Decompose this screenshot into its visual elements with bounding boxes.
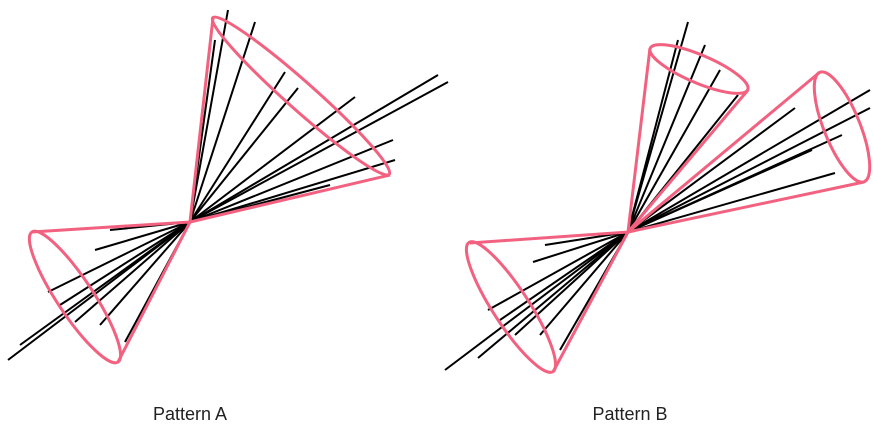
pattern-b [445,22,873,381]
cones [454,35,873,381]
rays [8,10,448,360]
pattern-a [8,7,448,372]
pattern-label: Pattern B [592,404,667,424]
cones [17,7,399,372]
pattern-label: Pattern A [153,404,227,424]
diagram: Pattern A Pattern B [0,0,873,427]
